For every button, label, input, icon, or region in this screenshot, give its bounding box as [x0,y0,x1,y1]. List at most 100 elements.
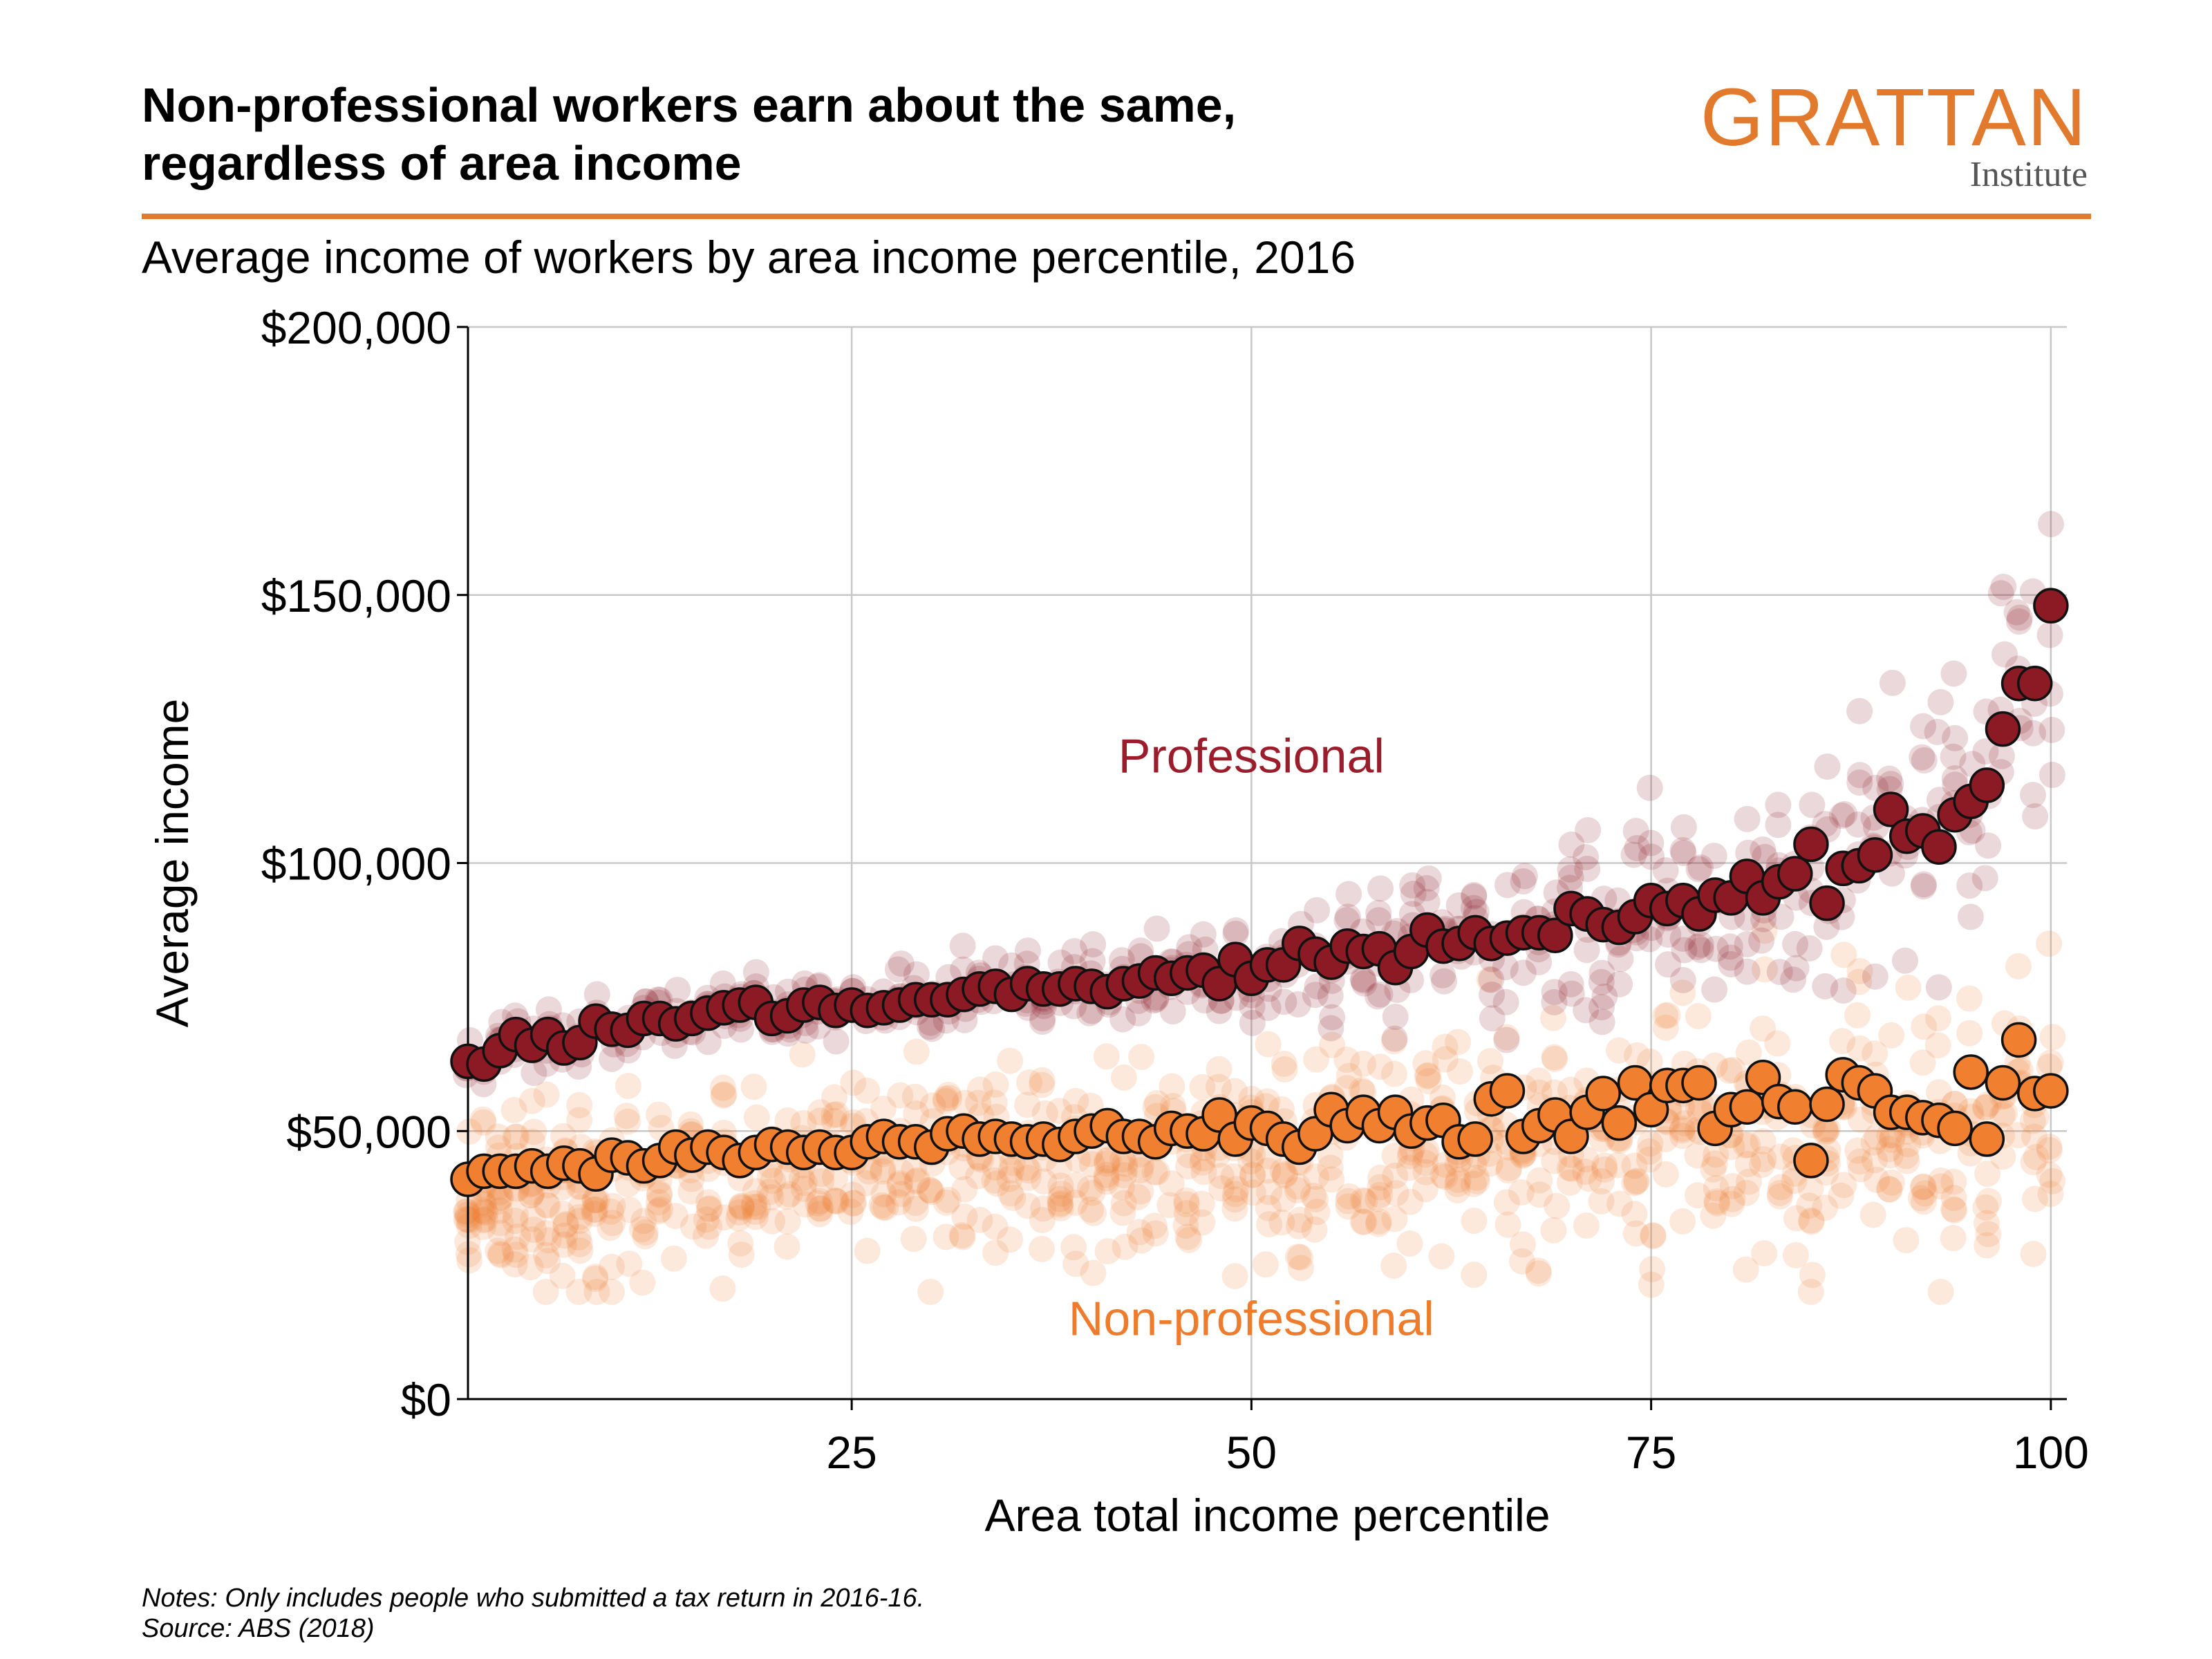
area-point-non-professional [1732,1132,1759,1159]
area-point-professional [1588,959,1615,986]
area-point-non-professional [1669,980,1696,1006]
area-point-non-professional [453,1198,480,1225]
area-point-non-professional [629,1269,656,1296]
area-point-non-professional [948,1154,975,1181]
area-point-professional [1813,913,1840,940]
area-point-non-professional [1830,941,1857,968]
area-point-non-professional [1719,1185,1746,1212]
area-point-non-professional [774,1107,801,1134]
area-point-non-professional [1463,1168,1490,1194]
area-point-professional [1334,903,1361,930]
area-point-non-professional [645,1189,672,1216]
area-point-non-professional [2019,1107,2046,1134]
area-point-professional [1846,762,1873,789]
area-point-non-professional [1094,1147,1121,1174]
area-point-non-professional [1349,1208,1376,1235]
area-point-non-professional [932,1224,959,1250]
x-axis-label: Area total income percentile [984,1490,1550,1541]
area-point-non-professional [791,1170,818,1197]
area-point-non-professional [487,1210,514,1237]
area-point-non-professional [471,1206,498,1233]
professional-point [1873,791,1909,827]
area-point-professional [1987,580,2014,607]
area-point-non-professional [759,1208,786,1235]
area-point-non-professional [1256,1179,1283,1206]
area-point-non-professional [1700,1156,1727,1183]
area-point-non-professional [1143,1089,1170,1116]
area-point-non-professional [1286,1212,1313,1239]
area-point-non-professional [774,1233,800,1260]
area-point-non-professional [709,1074,736,1101]
area-point-non-professional [1319,1031,1346,1058]
area-point-non-professional [535,1227,562,1254]
area-point-non-professional [1208,1163,1235,1190]
area-point-professional [1079,948,1106,975]
logo-subtitle: Institute [1969,155,2088,194]
area-point-professional [1080,931,1107,958]
area-point-non-professional [2036,1161,2063,1188]
area-point-professional [1430,962,1456,988]
area-point-non-professional [1094,1150,1121,1177]
area-point-non-professional [502,1123,529,1150]
area-point-non-professional [1640,1222,1667,1249]
area-point-non-professional [1415,1067,1442,1094]
area-point-non-professional [1014,1091,1041,1118]
area-point-non-professional [729,1194,756,1221]
area-point-non-professional [902,1190,929,1217]
area-point-professional [1573,937,1600,964]
area-point-non-professional [887,1082,914,1109]
x-tick-label: 25 [826,1427,877,1478]
area-point-non-professional [774,1163,800,1190]
area-point-non-professional [1174,1224,1201,1250]
area-point-non-professional [996,1165,1023,1192]
area-point-non-professional [1396,1143,1423,1170]
area-point-non-professional [1029,1067,1056,1094]
area-point-non-professional [1047,1191,1074,1218]
area-point-non-professional [1412,1150,1438,1177]
area-point-non-professional [566,1203,593,1230]
area-point-professional [1655,951,1682,978]
area-point-non-professional [1430,1162,1456,1189]
area-point-non-professional [1365,1208,1392,1235]
area-point-professional [1526,948,1553,975]
area-point-non-professional [1239,1161,1266,1188]
area-point-non-professional [1463,1164,1490,1191]
area-point-non-professional [1461,1208,1488,1235]
area-point-professional [1461,881,1488,908]
area-point-professional [823,1028,850,1055]
area-point-professional [695,1029,722,1056]
area-point-professional [1624,834,1651,861]
area-point-non-professional [1974,1232,2000,1259]
area-point-non-professional [469,1197,496,1224]
area-point-professional [1607,946,1634,973]
area-point-professional [1924,718,1951,745]
area-point-professional [1812,973,1839,1000]
area-point-non-professional [581,1196,608,1223]
area-point-non-professional [1335,1062,1362,1089]
area-point-non-professional [903,1168,930,1195]
area-point-non-professional [581,1200,608,1227]
area-point-non-professional [1764,1030,1791,1057]
area-point-non-professional [647,1196,674,1223]
area-point-professional [1367,981,1394,1008]
area-point-non-professional [1685,1002,1712,1029]
area-point-professional [1927,688,1954,715]
area-point-non-professional [1893,1227,1920,1254]
professional-point [1857,837,1893,873]
professional-point [1809,885,1845,921]
y-tick-label: $50,000 [286,1106,451,1157]
area-point-non-professional [456,1118,483,1145]
area-point-non-professional [582,1196,609,1223]
area-point-professional [2005,608,2032,635]
area-point-non-professional [1573,1212,1600,1239]
area-point-non-professional [2036,930,2063,957]
area-point-non-professional [1380,1253,1407,1280]
area-point-non-professional [1412,1176,1438,1203]
area-point-non-professional [1767,1143,1794,1170]
area-point-non-professional [2037,1181,2064,1208]
area-point-non-professional [551,1222,578,1249]
area-point-non-professional [1318,1166,1345,1193]
area-point-non-professional [822,1188,849,1215]
area-point-professional [1431,968,1458,995]
area-point-professional [2006,604,2033,631]
